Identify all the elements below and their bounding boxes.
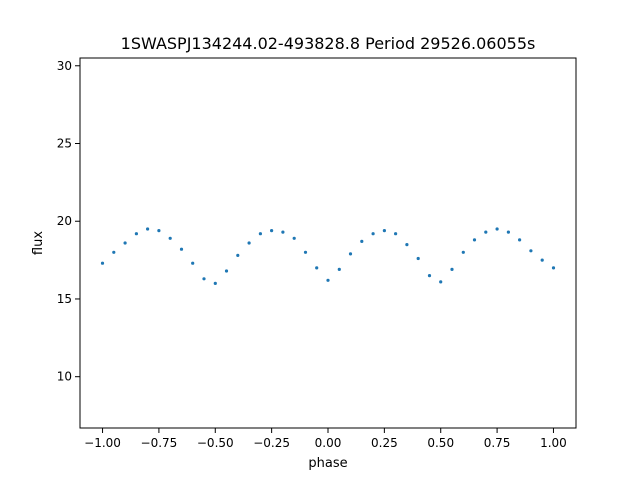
- data-point: [529, 249, 533, 253]
- data-point: [179, 247, 184, 251]
- data-point: [484, 230, 488, 234]
- x-tick-label: −0.75: [141, 436, 178, 450]
- data-point: [112, 250, 116, 254]
- data-point: [292, 236, 296, 240]
- data-point: [236, 253, 240, 257]
- y-tick-label: 30: [57, 59, 72, 73]
- data-point: [168, 236, 172, 240]
- data-point: [202, 277, 206, 281]
- data-point: [416, 256, 420, 261]
- y-tick-label: 25: [57, 137, 72, 151]
- data-point: [394, 232, 398, 236]
- data-point: [450, 267, 454, 271]
- data-point: [157, 229, 161, 233]
- data-point: [315, 266, 319, 270]
- data-point: [551, 266, 556, 270]
- y-tick-label: 10: [57, 370, 72, 384]
- x-tick-label: 0.75: [484, 436, 511, 450]
- data-point: [405, 243, 409, 247]
- data-point: [461, 250, 465, 254]
- data-point: [134, 232, 138, 236]
- data-point: [337, 267, 341, 271]
- data-point: [506, 230, 510, 234]
- x-tick-label: 0.50: [427, 436, 454, 450]
- x-tick-label: 0.25: [371, 436, 398, 450]
- data-point: [247, 241, 251, 245]
- data-point: [303, 250, 308, 254]
- data-point: [382, 229, 386, 233]
- x-axis-label: phase: [308, 456, 347, 471]
- data-point: [348, 252, 353, 256]
- data-point: [360, 239, 364, 243]
- data-point: [326, 278, 330, 282]
- y-tick-label: 20: [57, 214, 72, 228]
- data-point: [270, 229, 274, 233]
- y-axis-label: flux: [31, 231, 46, 255]
- scatter-points: [100, 227, 556, 285]
- chart-title: 1SWASPJ134244.02-493828.8 Period 29526.0…: [121, 34, 536, 53]
- data-point: [540, 258, 544, 262]
- data-point: [472, 238, 477, 242]
- x-tick-label: 0.00: [315, 436, 342, 450]
- data-point: [281, 230, 285, 234]
- x-tick-label: −0.50: [197, 436, 234, 450]
- data-point: [258, 232, 262, 236]
- data-point: [213, 281, 217, 285]
- data-point: [371, 232, 375, 236]
- x-axis-ticks: −1.00 −0.75 −0.50 −0.25 0.00 0.25 0.50 0.75 1.00: [84, 428, 567, 450]
- x-tick-label: 1.00: [540, 436, 567, 450]
- data-point: [224, 269, 229, 273]
- data-point: [439, 280, 443, 284]
- data-point: [518, 238, 522, 242]
- data-point: [191, 261, 195, 265]
- y-tick-label: 15: [57, 292, 72, 306]
- data-point: [123, 241, 127, 245]
- data-point: [100, 261, 105, 265]
- data-point: [495, 227, 499, 231]
- x-tick-label: −0.25: [253, 436, 290, 450]
- data-point: [146, 227, 150, 231]
- data-point: [427, 274, 432, 278]
- x-tick-label: −1.00: [84, 436, 121, 450]
- y-axis-ticks: 10 15 20 25 30: [57, 59, 80, 384]
